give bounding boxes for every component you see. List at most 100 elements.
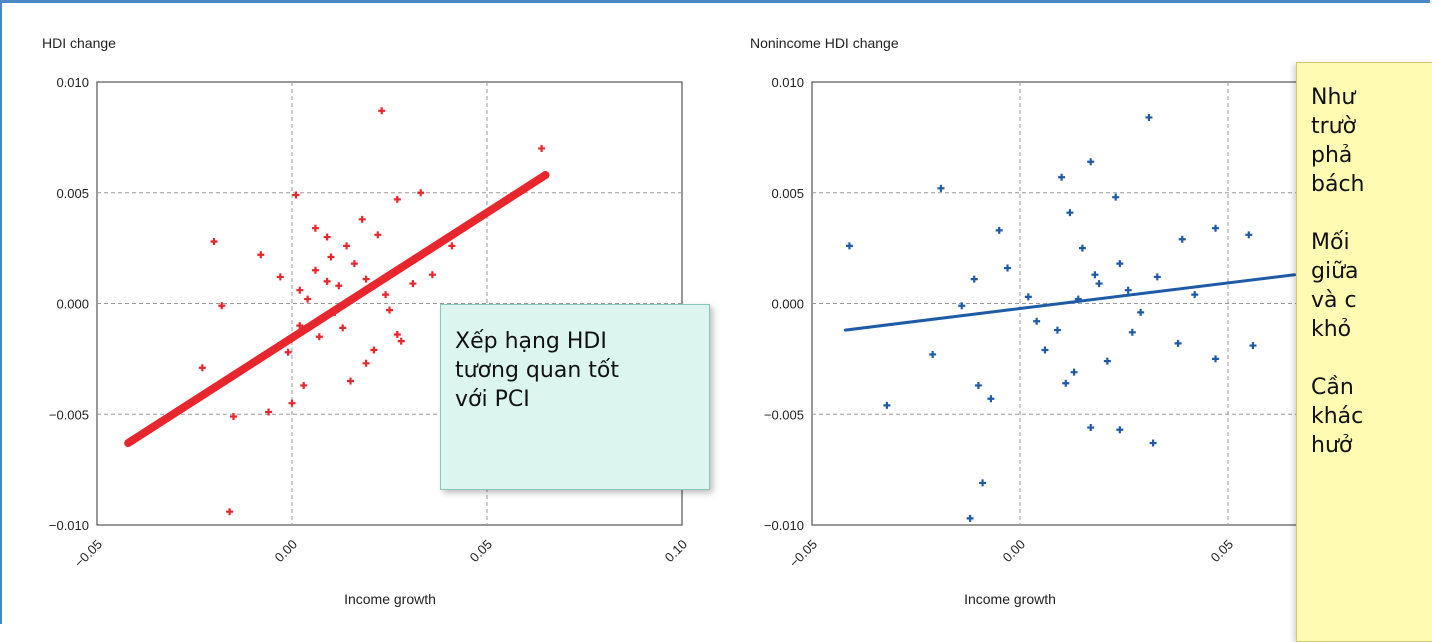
data-point bbox=[284, 348, 292, 356]
data-point bbox=[1124, 286, 1132, 294]
x-tick-label: 0.00 bbox=[272, 537, 301, 566]
data-point bbox=[218, 302, 226, 310]
data-point bbox=[1024, 293, 1032, 301]
data-point bbox=[974, 381, 982, 389]
data-point bbox=[226, 508, 234, 516]
data-point bbox=[1091, 271, 1099, 279]
data-point bbox=[1095, 280, 1103, 288]
data-point bbox=[296, 322, 304, 330]
y-tick-label: 0.010 bbox=[771, 75, 804, 90]
y-tick-label: −0.005 bbox=[49, 407, 89, 422]
data-point bbox=[1137, 308, 1145, 316]
data-point bbox=[331, 308, 339, 316]
data-point bbox=[374, 231, 382, 239]
y-tick-labels: 0.010 0.005 0.000 −0.005 −0.010 bbox=[49, 75, 89, 533]
data-point bbox=[937, 184, 945, 192]
trendline-segment bbox=[843, 273, 1297, 332]
y-tick-label: −0.010 bbox=[49, 518, 89, 533]
data-point bbox=[1249, 342, 1257, 350]
x-axis-label: Income growth bbox=[964, 591, 1056, 607]
data-point bbox=[1212, 224, 1220, 232]
data-point bbox=[929, 350, 937, 358]
x-axis-label: Income growth bbox=[344, 591, 436, 607]
data-point bbox=[1178, 235, 1186, 243]
data-point bbox=[1070, 368, 1078, 376]
data-point bbox=[417, 189, 425, 197]
gridlines bbox=[97, 82, 682, 525]
data-point bbox=[210, 237, 218, 245]
y-tick-label: 0.005 bbox=[56, 186, 89, 201]
data-point bbox=[1128, 328, 1136, 336]
data-point bbox=[1112, 193, 1120, 201]
data-points bbox=[198, 107, 546, 516]
data-point bbox=[1191, 291, 1199, 299]
data-point bbox=[1033, 317, 1041, 325]
x-tick-label: 0.10 bbox=[662, 537, 691, 566]
y-tick-label: 0.005 bbox=[771, 186, 804, 201]
data-point bbox=[1174, 339, 1182, 347]
callout-line: tương quan tốt bbox=[455, 358, 619, 383]
y-tick-label: 0.000 bbox=[771, 297, 804, 312]
y-tick-label: 0.000 bbox=[56, 297, 89, 312]
data-point bbox=[958, 302, 966, 310]
data-point bbox=[323, 277, 331, 285]
data-point bbox=[378, 107, 386, 115]
data-point bbox=[883, 401, 891, 409]
data-point bbox=[1004, 264, 1012, 272]
data-point bbox=[1074, 295, 1082, 303]
data-point bbox=[1053, 326, 1061, 334]
data-point bbox=[1058, 173, 1066, 181]
data-point bbox=[311, 266, 319, 274]
x-tick-label: −0.05 bbox=[786, 537, 820, 571]
data-point bbox=[397, 337, 405, 345]
data-point bbox=[448, 242, 456, 250]
data-point bbox=[393, 195, 401, 203]
data-point bbox=[409, 280, 417, 288]
data-point bbox=[323, 233, 331, 241]
x-tick-label: 0.05 bbox=[467, 537, 496, 566]
data-point bbox=[393, 331, 401, 339]
trendline bbox=[843, 273, 1297, 332]
slide-frame bbox=[0, 0, 1430, 624]
x-tick-label: −0.05 bbox=[71, 537, 105, 571]
data-point bbox=[1103, 357, 1111, 365]
trendline bbox=[124, 171, 550, 448]
chart-nonincome-hdi-change: Nonincome HDI change 0.010 0.005 0.000 −0.0… bbox=[750, 35, 1340, 607]
y-tick-labels: 0.010 0.005 0.000 −0.005 −0.010 bbox=[764, 75, 804, 533]
data-point bbox=[354, 291, 362, 299]
data-point bbox=[1116, 426, 1124, 434]
data-point bbox=[1212, 355, 1220, 363]
data-point bbox=[979, 479, 987, 487]
data-point bbox=[382, 291, 390, 299]
note-line: Mối bbox=[1311, 230, 1350, 255]
data-point bbox=[339, 324, 347, 332]
data-point bbox=[966, 514, 974, 522]
note-line: trườ bbox=[1311, 114, 1357, 139]
data-point bbox=[1078, 244, 1086, 252]
data-point bbox=[198, 364, 206, 372]
note-line: Cần bbox=[1311, 375, 1354, 400]
data-point bbox=[304, 295, 312, 303]
data-point bbox=[296, 286, 304, 294]
data-point bbox=[315, 333, 323, 341]
chart-title: Nonincome HDI change bbox=[750, 35, 899, 51]
data-point bbox=[327, 253, 335, 261]
data-point bbox=[370, 346, 378, 354]
note-line: khỏ bbox=[1311, 317, 1352, 342]
data-point bbox=[1116, 260, 1124, 268]
data-point bbox=[265, 408, 273, 416]
y-tick-label: −0.010 bbox=[764, 518, 804, 533]
callout-hdi-correlation: Xếp hạng HDI tương quan tốt với PCI bbox=[440, 304, 710, 490]
data-point bbox=[1062, 379, 1070, 387]
trendline-segment bbox=[124, 171, 550, 448]
data-point bbox=[428, 271, 436, 279]
data-point bbox=[276, 273, 284, 281]
data-point bbox=[335, 282, 343, 290]
charts-canvas: HDI change 0.010 0.005 0.000 −0.005 −0.010 −… bbox=[42, 35, 1340, 607]
callout-line: Xếp hạng HDI bbox=[455, 329, 607, 354]
chart-title: HDI change bbox=[42, 35, 116, 51]
note-line: hưở bbox=[1311, 433, 1353, 458]
callout-notes: Như trườ phả bách Mối giữa và c khỏ Cần … bbox=[1296, 62, 1432, 642]
data-point bbox=[987, 395, 995, 403]
note-line: Như bbox=[1311, 85, 1356, 110]
